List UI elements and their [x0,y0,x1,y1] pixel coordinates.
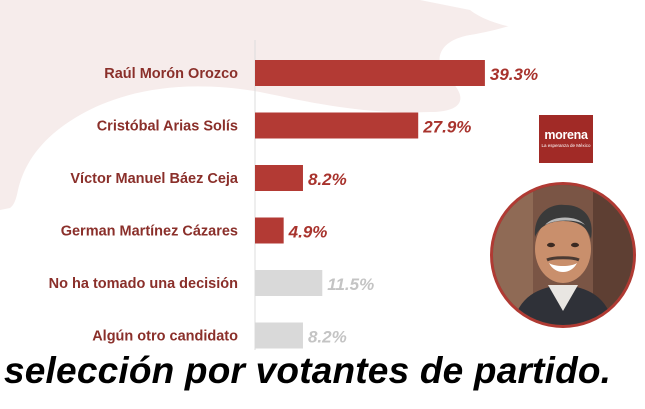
bar [255,322,303,349]
bar [255,165,303,191]
logo-text: morena [544,128,588,142]
value-label: 27.9% [422,118,471,137]
category-label: Cristóbal Arias Solís [97,119,238,135]
candidate-portrait-illustration [493,185,633,325]
category-label: German Martínez Cázares [61,224,238,240]
category-label: Raúl Morón Orozco [104,66,238,82]
candidate-photo [490,182,636,328]
bar [255,112,419,139]
value-label: 39.3% [490,65,538,84]
value-label: 8.2% [308,328,347,347]
caption: selección por votantes de partido. [4,350,612,391]
bar [255,270,323,296]
value-label: 11.5% [327,275,374,294]
morena-logo: morena La esperanza de México [539,115,593,163]
value-label: 8.2% [308,170,347,189]
logo-tagline: La esperanza de México [541,143,591,148]
value-label: 4.9% [288,223,328,242]
bar [255,217,284,244]
category-label: Víctor Manuel Báez Ceja [70,171,239,187]
category-label: Algún otro candidato [92,329,238,345]
bar [255,60,485,86]
category-label: No ha tomado una decisión [49,276,238,292]
